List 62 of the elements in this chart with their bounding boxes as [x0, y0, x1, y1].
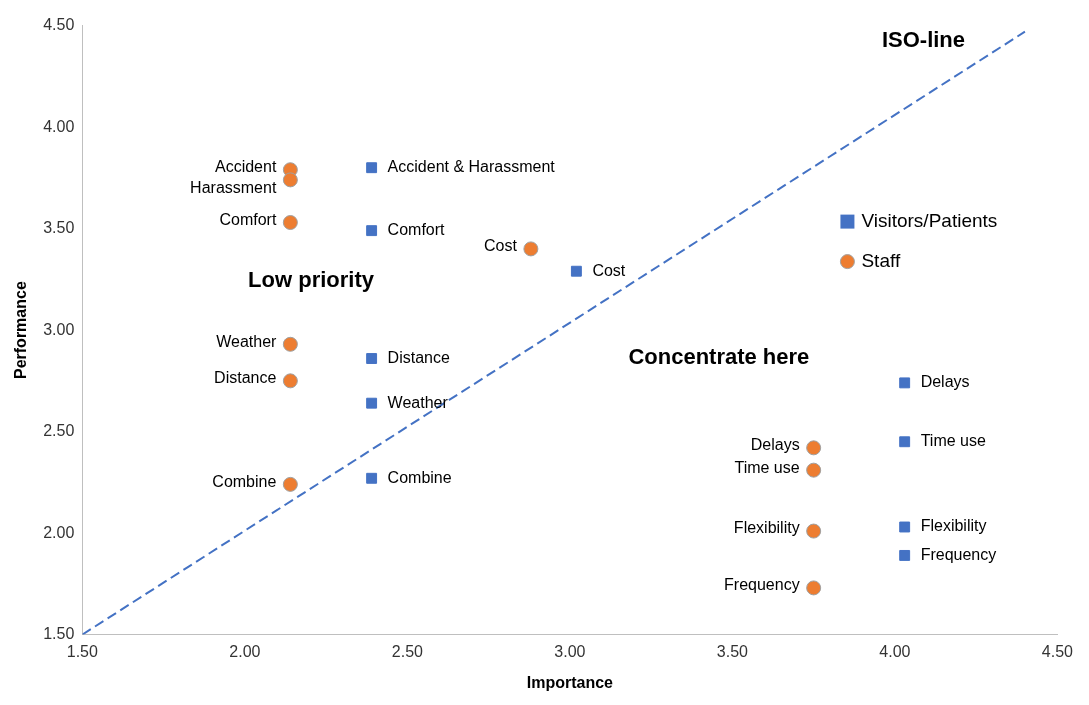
y-tick-label: 4.50 [43, 16, 75, 34]
data-label: Cost [592, 261, 626, 279]
x-axis-title: Importance [526, 673, 614, 691]
data-label: Flexibility [733, 519, 800, 537]
data-label: Flexibility [920, 517, 987, 535]
data-label: Time use [920, 432, 986, 450]
data-label: Delays [920, 373, 970, 391]
data-label: Combine [387, 468, 452, 486]
point [282, 373, 298, 389]
data-label: Distance [214, 369, 277, 387]
data-label: Weather [216, 332, 278, 350]
y-tick-label: 2.50 [43, 422, 75, 440]
data-label: Comfort [219, 210, 277, 228]
data-label: Time use [734, 458, 800, 476]
x-tick-label: 4.50 [1041, 642, 1074, 660]
point [366, 353, 378, 364]
y-tick-label: 1.50 [43, 625, 75, 643]
x-tick-label: 3.00 [554, 642, 586, 660]
data-label: Combine [212, 472, 277, 490]
point [282, 215, 298, 231]
x-tick-label: 4.00 [879, 642, 911, 660]
y-tick-label: 2.00 [43, 523, 75, 541]
point [282, 172, 298, 188]
point [899, 436, 911, 448]
x-tick-label: 2.50 [391, 642, 424, 660]
legend-label: Visitors/Patients [861, 209, 998, 231]
data-label: Frequency [724, 576, 800, 594]
point [282, 476, 298, 492]
y-tick-label: 4.00 [43, 117, 75, 135]
point [899, 549, 911, 561]
annotation: Low priority [248, 267, 375, 293]
x-tick-label: 1.50 [66, 642, 99, 660]
annotation: ISO-line [881, 26, 966, 52]
point [570, 265, 582, 277]
point [523, 241, 539, 257]
x-tick-label: 3.50 [716, 642, 749, 660]
point [899, 521, 911, 533]
y-tick-label: 3.50 [43, 219, 75, 237]
data-label: Accident [214, 158, 277, 176]
y-tick-label: 3.00 [43, 320, 75, 338]
point [806, 523, 822, 539]
x-tick-label: 2.00 [229, 642, 261, 660]
data-label: Delays [750, 436, 800, 454]
point [366, 472, 378, 484]
point [806, 462, 822, 478]
data-label: Comfort [387, 221, 446, 239]
point [366, 162, 378, 174]
point [282, 336, 298, 352]
data-label: Harassment [190, 179, 277, 197]
data-label: Weather [387, 393, 449, 411]
point [806, 440, 822, 456]
data-label: Accident & Harassment [387, 158, 556, 176]
point [366, 225, 378, 237]
y-axis-title: Performance [12, 281, 30, 380]
data-label: Cost [483, 237, 518, 255]
data-label: Distance [387, 348, 450, 366]
annotation: Concentrate here [628, 343, 810, 369]
point [899, 377, 911, 389]
legend-label: Staff [861, 249, 901, 271]
point [806, 580, 822, 596]
point [366, 397, 378, 409]
data-label: Frequency [920, 545, 997, 563]
